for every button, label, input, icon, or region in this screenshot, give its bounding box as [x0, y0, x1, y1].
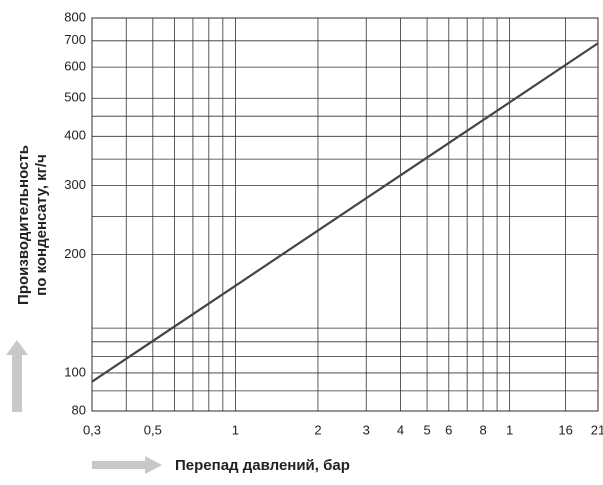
- x-tick-label: 21: [591, 422, 603, 437]
- x-tick-label: 3: [363, 422, 370, 437]
- y-tick-label: 100: [64, 364, 86, 379]
- x-tick-label: 16: [558, 422, 572, 437]
- x-axis-label: Перепад давлений, бар: [175, 457, 350, 474]
- x-tick-label: 0,3: [83, 422, 101, 437]
- y-tick-label: 500: [64, 90, 86, 105]
- x-arrow: [92, 456, 162, 474]
- y-tick-label: 800: [64, 9, 86, 24]
- x-tick-label: 0,5: [144, 422, 162, 437]
- y-tick-label: 600: [64, 59, 86, 74]
- data-line: [91, 42, 599, 383]
- x-tick-label: 4: [397, 422, 404, 437]
- y-tick-label: 300: [64, 177, 86, 192]
- x-tick-label: 1: [506, 422, 513, 437]
- x-tick-label: 2: [314, 422, 321, 437]
- y-axis-label: Производительность: [15, 145, 32, 305]
- x-tick-label: 1: [232, 422, 239, 437]
- y-tick-label: 200: [64, 246, 86, 261]
- x-tick-label: 8: [479, 422, 486, 437]
- y-axis-label: по конденсату, кг/ч: [33, 154, 50, 296]
- y-tick-label: 700: [64, 32, 86, 47]
- plot-frame: [91, 17, 599, 412]
- x-tick-label: 5: [423, 422, 430, 437]
- x-tick-label: 6: [445, 422, 452, 437]
- y-tick-label: 80: [72, 402, 86, 417]
- y-arrow: [6, 340, 28, 412]
- y-tick-label: 400: [64, 128, 86, 143]
